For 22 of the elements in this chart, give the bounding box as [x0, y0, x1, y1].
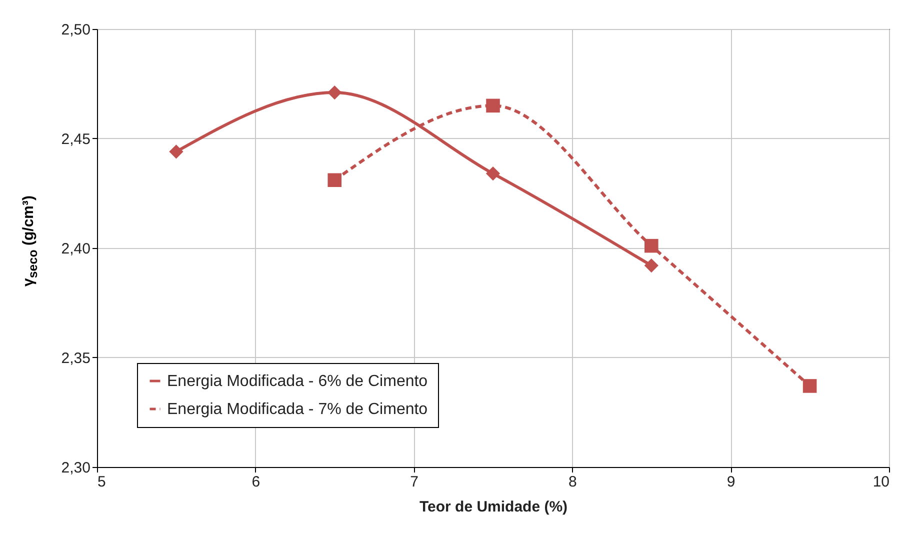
point: [644, 258, 658, 273]
y-tick-label: 2,45: [61, 131, 90, 148]
legend-label: Energia Modificada - 6% de Cimento: [167, 373, 428, 390]
point: [486, 98, 500, 113]
x-tick-label: 10: [872, 474, 890, 490]
y-tick-label: 2,30: [61, 460, 90, 476]
point: [169, 144, 184, 159]
x-tick-label: 8: [568, 474, 577, 490]
x-tick-label: 9: [726, 474, 736, 490]
point: [644, 238, 658, 253]
x-tick-label: 5: [98, 474, 106, 490]
y-tick-label: 2,35: [61, 350, 90, 367]
point: [328, 85, 342, 100]
point: [328, 173, 342, 187]
x-tick-label: 6: [252, 474, 260, 490]
point: [802, 379, 817, 393]
point: [486, 166, 500, 181]
legend-label: Energia Modificada - 7% de Cimento: [167, 401, 428, 418]
y-tick-label: 2,40: [61, 240, 90, 258]
x-tick-label: 7: [410, 474, 418, 490]
x-axis-title: Teor de Umidade (%): [419, 498, 568, 516]
y-tick-label: 2,50: [61, 22, 90, 38]
